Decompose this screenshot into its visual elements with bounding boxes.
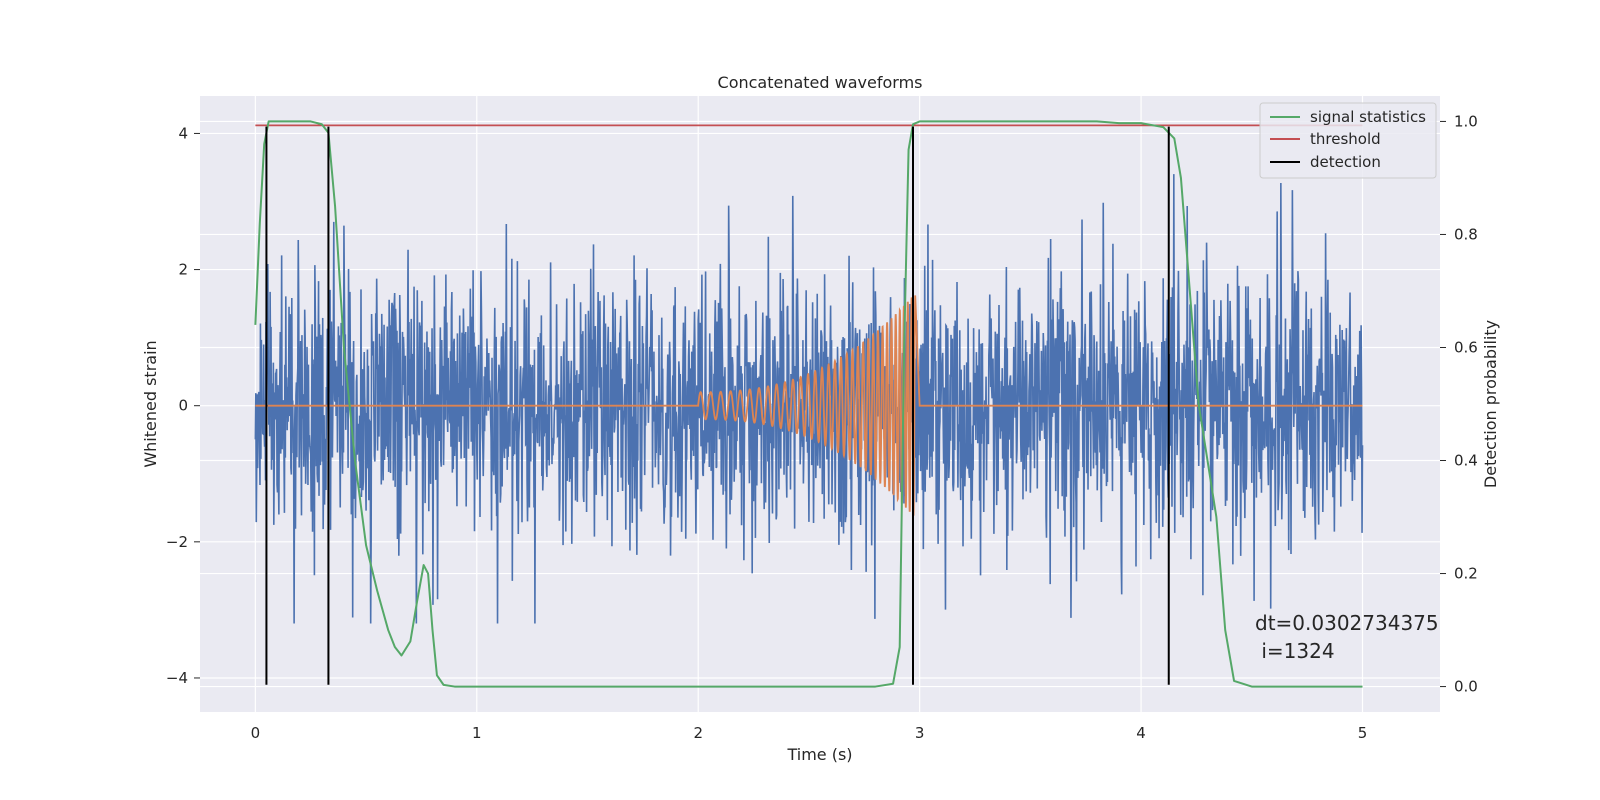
- legend-label-signal-statistics: signal statistics: [1310, 108, 1426, 126]
- noise-line: [254, 174, 1364, 624]
- x-tick-label: 5: [1358, 724, 1368, 742]
- waveform-line: [255, 295, 1363, 516]
- x-tick-label: 1: [472, 724, 482, 742]
- chart-title: Concatenated waveforms: [718, 73, 923, 92]
- x-tick-label: 2: [693, 724, 703, 742]
- y-right-tick-label: 0.6: [1454, 338, 1478, 356]
- legend-label-detection: detection: [1310, 153, 1381, 171]
- legend-box: [1259, 102, 1437, 179]
- y-left-tick-label: 0: [178, 397, 188, 415]
- x-axis-ticks: 0 1 2 3 4 5: [251, 724, 1368, 742]
- x-tick-label: 0: [251, 724, 261, 742]
- y-left-tick-label: 4: [178, 124, 188, 142]
- plot-content: [254, 120, 1364, 688]
- signal-statistics-series: [254, 120, 1363, 688]
- signal-statistics-line: [254, 120, 1363, 688]
- annotation-i: i=1324: [1255, 639, 1335, 663]
- y-right-axis-label: Detection probability: [1481, 320, 1500, 488]
- x-tick-label: 3: [915, 724, 925, 742]
- detection-series: [265, 126, 1170, 685]
- y-right-tick-label: 0.4: [1454, 452, 1478, 470]
- legend: signal statistics threshold detection: [1259, 102, 1437, 179]
- y-left-tick-label: −4: [166, 669, 188, 687]
- x-tick-label: 4: [1136, 724, 1146, 742]
- y-right-tick-label: 1.0: [1454, 112, 1478, 130]
- y-left-axis-ticks: −4 −2 0 2 4: [166, 124, 200, 687]
- annotation-dt: dt=0.0302734375: [1255, 611, 1439, 635]
- y-left-axis-label: Whitened strain: [141, 340, 160, 467]
- y-left-tick-label: 2: [178, 261, 188, 279]
- legend-label-threshold: threshold: [1310, 130, 1381, 148]
- y-right-tick-label: 0.0: [1454, 678, 1478, 696]
- y-right-tick-label: 0.2: [1454, 565, 1478, 583]
- x-axis-label: Time (s): [786, 745, 852, 764]
- noise-series: [254, 174, 1364, 624]
- y-left-tick-label: −2: [166, 533, 188, 551]
- y-right-tick-label: 0.8: [1454, 225, 1478, 243]
- waveform-series: [255, 295, 1363, 516]
- y-right-axis-ticks: 0.0 0.2 0.4 0.6 0.8 1.0: [1440, 112, 1478, 696]
